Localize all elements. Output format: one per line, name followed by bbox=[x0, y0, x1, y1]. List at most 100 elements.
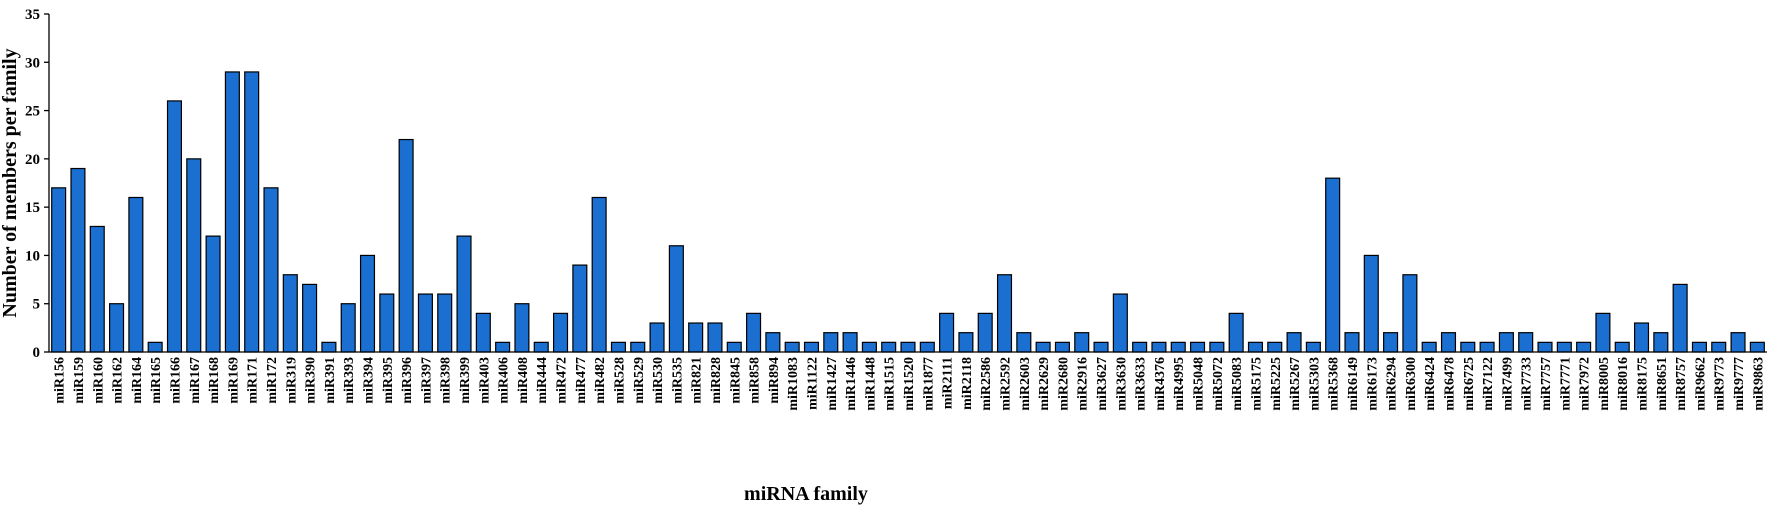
bar-miR6478 bbox=[1440, 332, 1457, 353]
bar-miR406 bbox=[495, 341, 511, 353]
x-tick-label: miR1446 bbox=[844, 357, 859, 411]
bar-miR3627 bbox=[1093, 341, 1109, 353]
x-tick-label: miR5225 bbox=[1269, 357, 1284, 411]
bar-miR477 bbox=[572, 264, 588, 353]
bar-miR6173 bbox=[1363, 254, 1379, 353]
x-tick-label: miR845 bbox=[728, 357, 743, 404]
bar-miR1515 bbox=[881, 341, 897, 353]
bar-miR845 bbox=[726, 341, 742, 353]
x-tick-label: miR3630 bbox=[1114, 357, 1129, 411]
bar-miR159 bbox=[70, 167, 86, 353]
x-tick-label: miR1122 bbox=[805, 357, 820, 410]
x-tick-label: miR2592 bbox=[999, 357, 1014, 411]
x-tick-label: miR5083 bbox=[1230, 357, 1245, 411]
x-tick-label: miR828 bbox=[709, 357, 724, 404]
x-tick-label: miR894 bbox=[767, 357, 782, 404]
y-axis-ticks: 0 5 10 15 20 25 30 35 bbox=[25, 7, 49, 361]
x-tick-label: miR394 bbox=[362, 357, 377, 404]
bar-miR5072 bbox=[1209, 341, 1225, 353]
x-tick-label: miR1515 bbox=[883, 357, 898, 411]
x-tick-label: miR5072 bbox=[1211, 357, 1226, 411]
bar-miR2680 bbox=[1054, 341, 1070, 353]
x-tick-label: miR7771 bbox=[1558, 357, 1573, 411]
y-tick-label: 0 bbox=[33, 345, 41, 361]
bar-miR2111 bbox=[939, 312, 955, 353]
x-tick-label: miR6149 bbox=[1346, 357, 1361, 411]
bar-miR6294 bbox=[1383, 332, 1399, 353]
x-tick-label: miR165 bbox=[149, 357, 164, 404]
bar-miR5368 bbox=[1325, 177, 1341, 353]
x-tick-label: miR9773 bbox=[1713, 357, 1728, 411]
bar-miR2592 bbox=[996, 274, 1013, 353]
bar-miR535 bbox=[668, 245, 684, 353]
x-tick-label: miR2680 bbox=[1056, 357, 1071, 411]
bar-miR8016 bbox=[1614, 341, 1630, 353]
x-tick-label: miR169 bbox=[226, 357, 241, 404]
bar-miR894 bbox=[765, 332, 781, 353]
x-tick-label: miR172 bbox=[265, 357, 280, 404]
bar-miR171 bbox=[244, 71, 260, 353]
bar-miR1448 bbox=[861, 341, 877, 353]
bar-miR6300 bbox=[1402, 274, 1418, 353]
bar-miR166 bbox=[166, 100, 183, 353]
x-tick-label: miR8757 bbox=[1674, 357, 1689, 411]
bar-miR2586 bbox=[977, 312, 993, 353]
x-tick-label: miR391 bbox=[323, 357, 338, 404]
bar-miR390 bbox=[302, 283, 318, 353]
x-tick-label: miR482 bbox=[593, 357, 608, 404]
bar-miR3633 bbox=[1132, 341, 1148, 353]
x-tick-label: miR7757 bbox=[1539, 357, 1554, 411]
bar-miR168 bbox=[205, 235, 221, 353]
bar-miR408 bbox=[514, 303, 530, 353]
bar-miR1446 bbox=[842, 332, 858, 353]
x-tick-label: miR396 bbox=[400, 357, 415, 404]
bar-miR482 bbox=[591, 196, 607, 353]
y-tick-label: 30 bbox=[25, 55, 40, 71]
x-tick-label: miR3633 bbox=[1134, 357, 1149, 411]
x-tick-label: miR6478 bbox=[1442, 357, 1457, 411]
x-tick-label: miR821 bbox=[690, 357, 705, 404]
x-tick-label: miR472 bbox=[555, 357, 570, 404]
x-tick-label: miR7733 bbox=[1520, 357, 1535, 411]
x-tick-label: miR5048 bbox=[1192, 357, 1207, 411]
bar-miR5267 bbox=[1286, 332, 1302, 353]
x-axis-title: miRNA family bbox=[744, 483, 868, 505]
bar-miR6149 bbox=[1344, 332, 1360, 353]
bar-miR821 bbox=[688, 322, 704, 353]
bar-miR2118 bbox=[958, 332, 974, 353]
bar-miR4376 bbox=[1151, 341, 1167, 353]
x-tick-label: miR528 bbox=[612, 357, 627, 404]
bar-miR396 bbox=[398, 138, 414, 353]
x-tick-label: miR167 bbox=[188, 357, 203, 404]
bar-miR1877 bbox=[919, 341, 935, 353]
x-tick-label: miR319 bbox=[284, 357, 299, 404]
bar-miR7733 bbox=[1518, 332, 1534, 353]
x-tick-label: miR1520 bbox=[902, 357, 917, 411]
x-tick-label: miR162 bbox=[111, 357, 126, 404]
x-tick-label: miR2629 bbox=[1037, 357, 1052, 411]
bar-miR393 bbox=[340, 303, 356, 353]
bar-miR5048 bbox=[1190, 341, 1206, 353]
bar-miR1083 bbox=[784, 341, 800, 353]
bar-miR3630 bbox=[1112, 293, 1128, 353]
x-tick-label: miR393 bbox=[342, 357, 357, 404]
x-tick-label: miR4995 bbox=[1172, 357, 1187, 411]
bar-miR2603 bbox=[1016, 332, 1032, 353]
x-tick-label: miR156 bbox=[53, 357, 68, 404]
x-tick-label: miR444 bbox=[535, 357, 550, 404]
x-tick-label: miR7499 bbox=[1500, 357, 1515, 411]
y-tick-label: 10 bbox=[25, 248, 40, 264]
x-tick-label: miR1448 bbox=[863, 357, 878, 411]
bar-miR7771 bbox=[1556, 341, 1572, 353]
x-tick-label: miR8175 bbox=[1636, 357, 1651, 411]
x-tick-label: miR1083 bbox=[786, 357, 801, 411]
x-tick-label: miR2603 bbox=[1018, 357, 1033, 411]
x-tick-label: miR6294 bbox=[1385, 357, 1400, 411]
bar-miR165 bbox=[147, 341, 163, 353]
x-tick-label: miR8016 bbox=[1616, 357, 1631, 411]
bar-miR160 bbox=[89, 225, 105, 353]
x-tick-label: miR406 bbox=[497, 357, 512, 404]
bar-miR5225 bbox=[1267, 341, 1283, 353]
x-tick-label: miR7122 bbox=[1481, 357, 1496, 411]
bar-miR7499 bbox=[1498, 332, 1514, 353]
